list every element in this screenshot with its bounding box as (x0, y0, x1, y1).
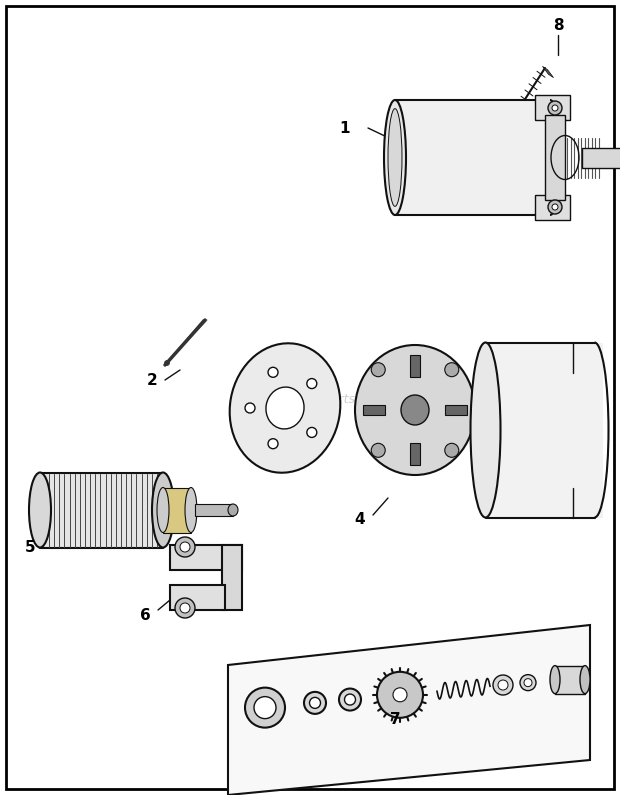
Ellipse shape (180, 603, 190, 613)
Ellipse shape (307, 378, 317, 389)
Ellipse shape (307, 428, 317, 437)
Ellipse shape (548, 200, 562, 214)
Bar (535, 195, 570, 220)
Ellipse shape (520, 675, 536, 691)
Text: 6: 6 (140, 607, 151, 622)
Ellipse shape (266, 387, 304, 429)
Ellipse shape (309, 697, 321, 708)
Ellipse shape (254, 696, 276, 719)
Bar (535, 95, 570, 120)
Polygon shape (410, 443, 420, 465)
Ellipse shape (175, 537, 195, 557)
Ellipse shape (445, 363, 459, 377)
Bar (40, 472, 165, 548)
Polygon shape (410, 355, 420, 377)
Ellipse shape (245, 688, 285, 727)
Bar (163, 487, 191, 533)
Bar (582, 148, 620, 168)
Text: 4: 4 (355, 513, 365, 528)
Ellipse shape (393, 688, 407, 702)
Text: 2: 2 (146, 373, 157, 387)
Bar (545, 115, 565, 200)
Ellipse shape (228, 504, 238, 516)
Ellipse shape (180, 542, 190, 552)
Ellipse shape (345, 694, 355, 705)
Polygon shape (228, 625, 590, 795)
Ellipse shape (401, 395, 429, 425)
Bar (485, 343, 603, 518)
Ellipse shape (371, 363, 385, 377)
Ellipse shape (377, 672, 423, 718)
Ellipse shape (29, 472, 51, 548)
Ellipse shape (493, 675, 513, 695)
Bar (395, 100, 560, 215)
Ellipse shape (552, 204, 558, 210)
Ellipse shape (384, 100, 406, 215)
Text: 1: 1 (340, 121, 350, 135)
Ellipse shape (388, 109, 402, 207)
Text: 5: 5 (25, 541, 35, 556)
Ellipse shape (304, 692, 326, 714)
Text: 8: 8 (552, 17, 564, 33)
Bar (170, 545, 242, 570)
Text: 7: 7 (390, 712, 401, 727)
Ellipse shape (268, 439, 278, 448)
Polygon shape (445, 405, 467, 415)
Ellipse shape (268, 367, 278, 378)
Ellipse shape (164, 360, 169, 366)
Ellipse shape (471, 343, 500, 518)
Ellipse shape (548, 101, 562, 115)
Ellipse shape (550, 665, 560, 693)
Ellipse shape (339, 688, 361, 711)
Ellipse shape (245, 403, 255, 413)
Ellipse shape (580, 665, 590, 693)
Ellipse shape (175, 598, 195, 618)
Text: eReplacementParts.com: eReplacementParts.com (234, 394, 386, 406)
Bar (555, 665, 585, 693)
Ellipse shape (498, 680, 508, 690)
Ellipse shape (445, 444, 459, 457)
Ellipse shape (552, 105, 558, 111)
Ellipse shape (355, 345, 475, 475)
Bar (222, 545, 242, 610)
Polygon shape (363, 405, 385, 415)
Ellipse shape (524, 679, 532, 687)
Ellipse shape (371, 444, 385, 457)
Bar (195, 504, 233, 516)
Ellipse shape (185, 487, 197, 533)
Ellipse shape (157, 487, 169, 533)
Ellipse shape (152, 472, 174, 548)
Bar (170, 585, 225, 610)
Ellipse shape (229, 343, 340, 473)
Polygon shape (542, 67, 554, 78)
